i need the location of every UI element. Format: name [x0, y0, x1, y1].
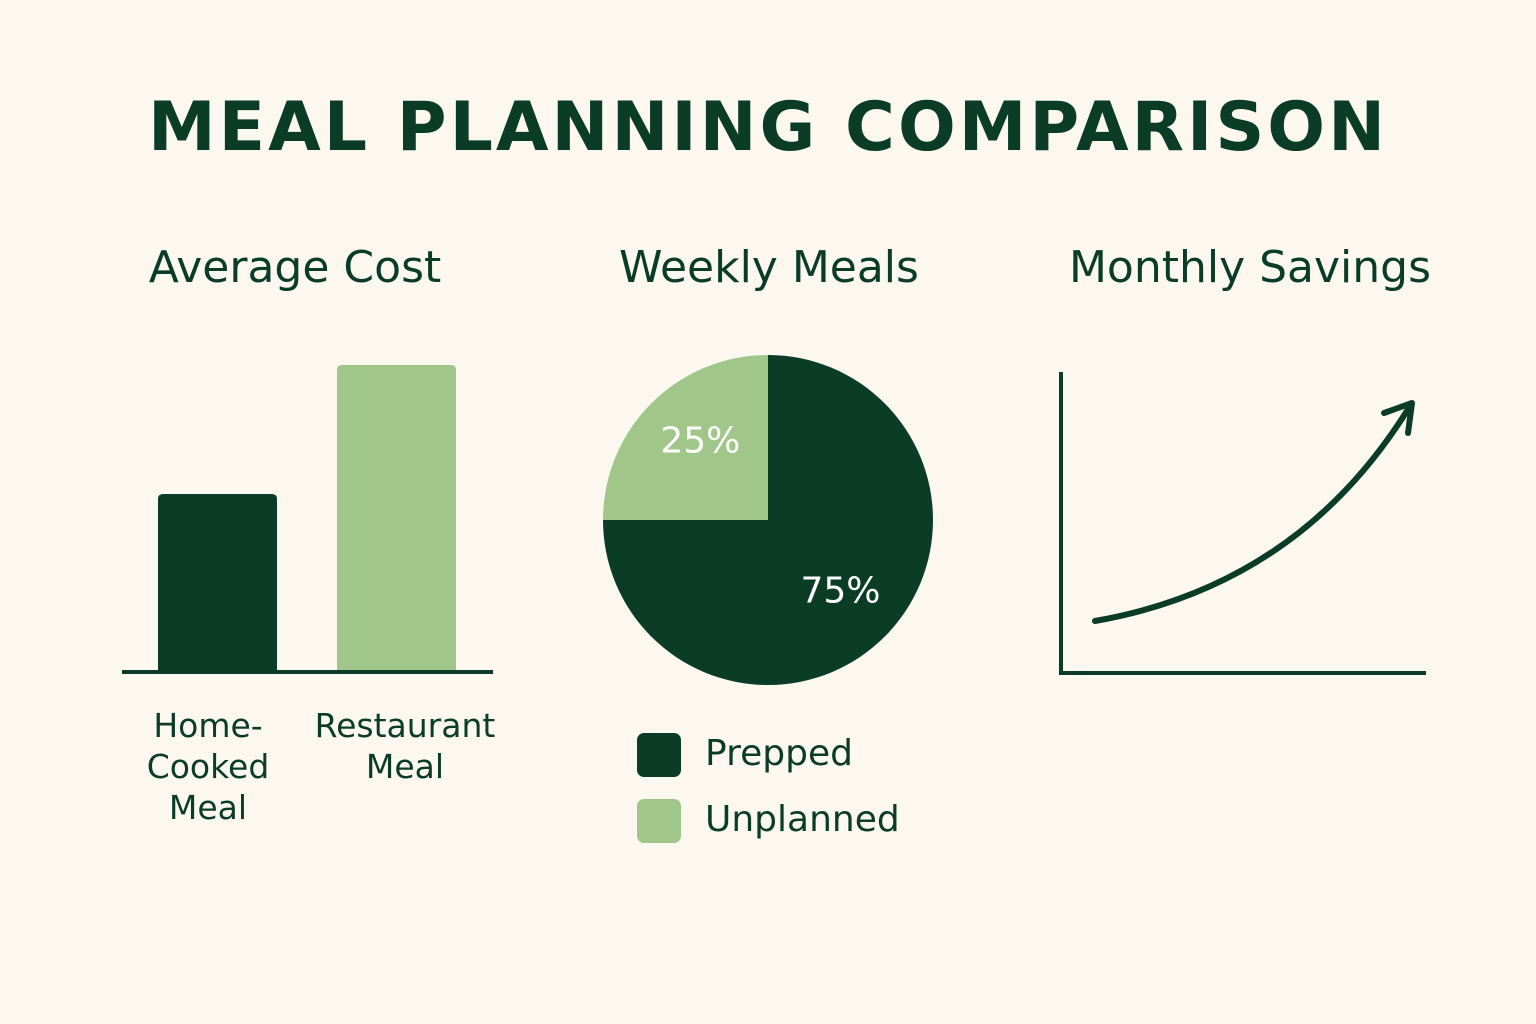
line-chart-title: Monthly Savings [1068, 242, 1432, 293]
bar-label-home-cooked: Home- Cooked Meal [146, 706, 270, 827]
pie-slice-unplanned [603, 355, 768, 520]
line-axes [1059, 372, 1426, 675]
bar-1 [337, 365, 456, 672]
legend-label-prepped: Prepped [705, 733, 853, 774]
arrowhead-icon [1381, 400, 1415, 436]
legend-swatch-prepped [637, 733, 681, 777]
page-title: MEAL PLANNING COMPARISON [147, 88, 1389, 167]
legend-label-unplanned: Unplanned [705, 799, 900, 840]
bar-baseline [122, 670, 493, 674]
bar-chart-title: Average Cost [148, 242, 442, 293]
line-chart [1059, 372, 1426, 675]
bar-chart [158, 365, 456, 672]
legend-swatch-unplanned [637, 799, 681, 843]
pie-chart [603, 355, 933, 685]
pie-chart-title: Weekly Meals [619, 242, 919, 293]
bar-0 [158, 493, 277, 672]
pie-label-prepped: 75% [800, 571, 880, 612]
pie-label-unplanned: 25% [660, 420, 740, 461]
savings-line [1092, 403, 1413, 624]
bar-label-restaurant: Restaurant Meal [314, 706, 496, 786]
